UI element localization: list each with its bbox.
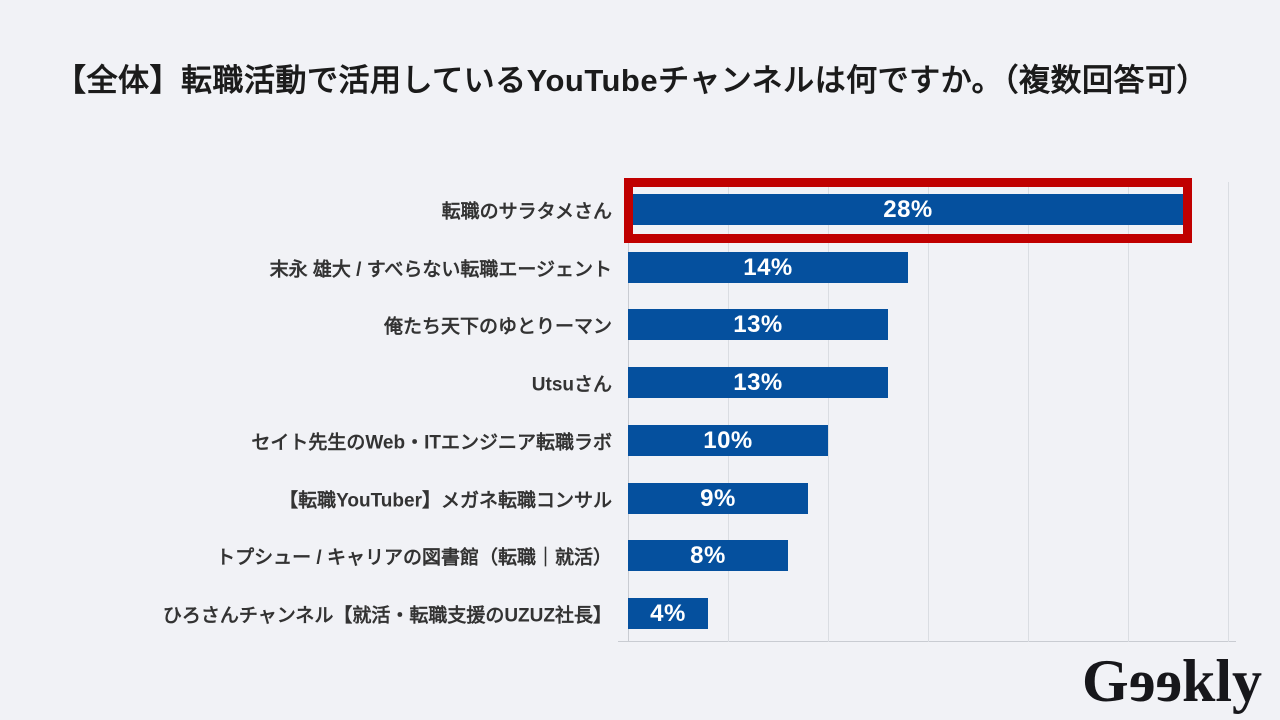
bar: 13% (628, 367, 888, 398)
geekly-logo: Geekly (1082, 648, 1262, 714)
value-label: 13% (733, 369, 783, 396)
value-label: 13% (733, 311, 783, 338)
category-label: 末永 雄大 / すべらない転職エージェント (269, 259, 612, 280)
bar: 9% (628, 483, 808, 514)
bar: 14% (628, 252, 908, 283)
category-label: 転職のサラタメさん (441, 201, 612, 222)
gridline (1128, 182, 1129, 642)
bar: 10% (628, 425, 828, 456)
x-axis-line (618, 641, 1236, 642)
category-label: トプシュー / キャリアの図書館（転職｜就活） (216, 547, 612, 568)
value-label: 28% (883, 196, 933, 223)
bar: 8% (628, 540, 788, 571)
category-label: ひろさんチャンネル【就活・転職支援のUZUZ社長】 (162, 605, 612, 626)
value-label: 10% (703, 427, 753, 454)
plot-area: 28% 転職のサラタメさん 14% 末永 雄大 / すべらない転職エージェント 13% 俺… (163, 178, 1236, 642)
category-label: 【転職YouTuber】メガネ転職コンサル (279, 490, 612, 511)
y-axis-line (628, 182, 629, 642)
category-label: 俺たち天下のゆとりーマン (383, 316, 612, 337)
gridline (928, 182, 929, 642)
gridline (1028, 182, 1029, 642)
category-label: セイト先生のWeb・ITエンジニア転職ラボ (251, 432, 612, 453)
category-label: Utsuさん (531, 374, 612, 395)
value-label: 4% (650, 600, 686, 627)
bar: 28% (628, 194, 1188, 225)
highlight-box (624, 178, 1192, 243)
value-label: 14% (743, 254, 793, 281)
bar: 4% (628, 598, 708, 629)
chart-title: 【全体】転職活動で活用しているYouTubeチャンネルは何ですか。（複数回答可） (55, 63, 1209, 98)
gridline (828, 182, 829, 642)
value-label: 9% (700, 485, 736, 512)
value-label: 8% (690, 542, 726, 569)
logo-letter-g: G (1082, 648, 1129, 714)
logo-flipped-ee: ee (1128, 648, 1182, 714)
gridline (728, 182, 729, 642)
logo-letters-kly: kly (1181, 648, 1262, 714)
bar: 13% (628, 309, 888, 340)
gridline (1228, 182, 1229, 642)
